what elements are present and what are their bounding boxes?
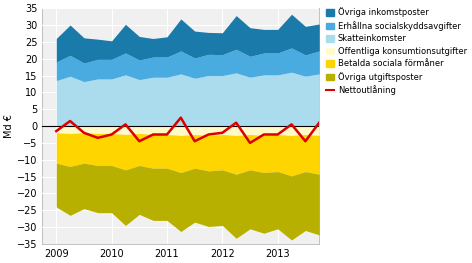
Y-axis label: Md €: Md € <box>4 114 14 138</box>
Legend: Övriga inkomstposter, Erhållna socialskyddsavgifter, Skatteinkomster, Offentliga: Övriga inkomstposter, Erhållna socialsky… <box>326 8 467 95</box>
